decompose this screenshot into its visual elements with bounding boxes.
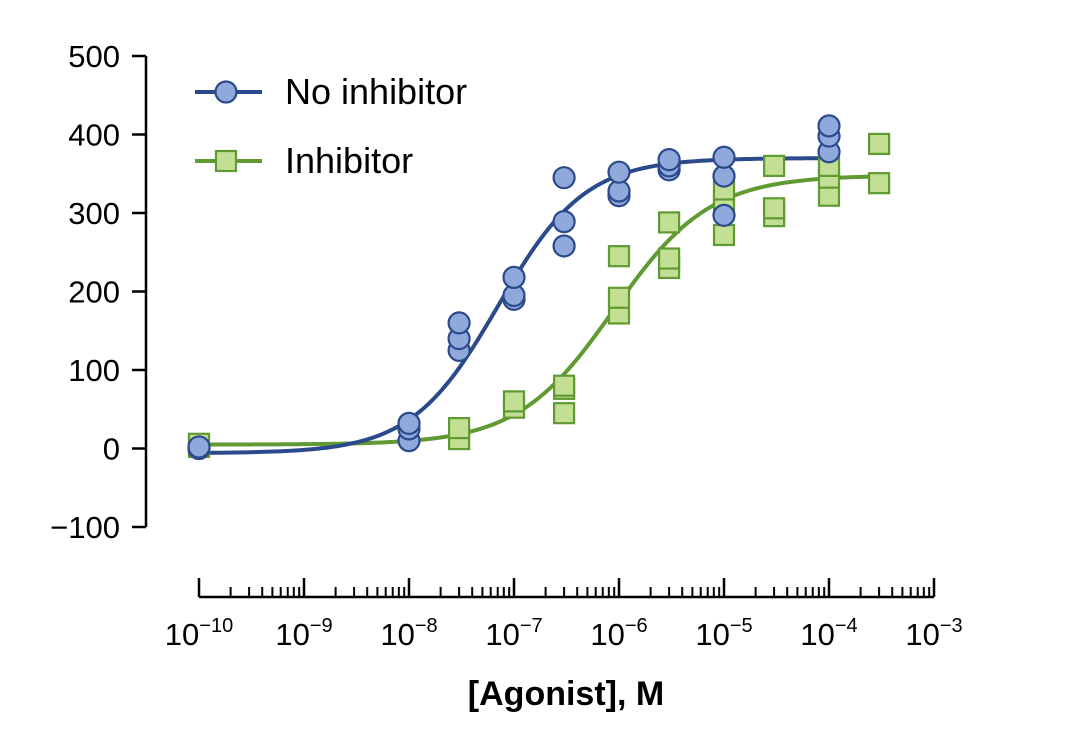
data-point-inhibitor xyxy=(867,132,891,156)
x-ticks: 10−10 10−9 10−8 10−7 10−6 10−5 10−4 10−3 xyxy=(165,578,963,652)
x-tick-label: 10−7 xyxy=(485,615,542,652)
data-point-inhibitor xyxy=(867,172,891,195)
data-point-no-inhibitor xyxy=(712,145,736,169)
y-tick-label: 0 xyxy=(103,432,120,467)
data-point-no-inhibitor xyxy=(502,265,526,289)
data-point-inhibitor xyxy=(762,197,786,220)
y-tick-label: 200 xyxy=(68,275,120,310)
data-point-no-inhibitor xyxy=(187,435,211,459)
data-point-inhibitor xyxy=(552,374,576,397)
data-point-no-inhibitor xyxy=(607,160,631,184)
y-ticks: −100 0 100 200 300 400 500 xyxy=(50,39,146,545)
data-point-inhibitor xyxy=(607,245,631,268)
data-points xyxy=(187,114,891,461)
legend: No inhibitor Inhibitor xyxy=(195,71,467,181)
legend-label-no-inhibitor: No inhibitor xyxy=(285,71,467,112)
data-point-no-inhibitor xyxy=(552,210,576,234)
legend-marker-circle xyxy=(214,80,238,104)
data-point-inhibitor xyxy=(607,286,631,309)
y-tick-label: 300 xyxy=(68,196,120,231)
x-tick-label: 10−8 xyxy=(380,615,437,652)
data-point-no-inhibitor xyxy=(712,203,736,227)
data-point-inhibitor xyxy=(657,211,681,234)
data-point-no-inhibitor xyxy=(817,114,841,138)
legend-label-inhibitor: Inhibitor xyxy=(285,140,413,181)
x-axis-title: [Agonist], M xyxy=(468,675,664,713)
y-tick-label: −100 xyxy=(50,510,120,545)
data-point-inhibitor xyxy=(502,390,526,413)
x-tick-label: 10−6 xyxy=(590,615,647,652)
y-tick-label: 100 xyxy=(68,353,120,388)
data-point-no-inhibitor xyxy=(552,166,576,190)
y-axis: −100 0 100 200 300 400 500 xyxy=(50,39,148,545)
x-tick-label: 10−10 xyxy=(165,615,233,652)
y-tick-label: 500 xyxy=(68,39,120,74)
y-tick-label: 400 xyxy=(68,118,120,153)
data-point-no-inhibitor xyxy=(657,148,681,172)
x-tick-label: 10−3 xyxy=(905,615,962,652)
legend-item-inhibitor: Inhibitor xyxy=(195,140,413,181)
fit-curve-inhibitor xyxy=(198,174,880,447)
data-point-inhibitor xyxy=(762,154,786,177)
x-tick-label: 10−9 xyxy=(275,615,332,652)
data-point-inhibitor xyxy=(552,402,576,425)
x-tick-label: 10−4 xyxy=(800,615,857,652)
data-point-no-inhibitor xyxy=(447,311,471,335)
data-point-inhibitor xyxy=(657,247,681,270)
data-point-inhibitor xyxy=(447,416,471,440)
x-tick-label: 10−5 xyxy=(695,615,752,652)
legend-marker-square xyxy=(214,149,238,173)
x-axis: 10−10 10−9 10−8 10−7 10−6 10−5 10−4 10−3 [Agoni… xyxy=(165,578,963,713)
data-point-no-inhibitor xyxy=(552,234,576,258)
legend-item-no-inhibitor: No inhibitor xyxy=(195,71,467,112)
data-point-inhibitor xyxy=(712,223,736,247)
data-point-no-inhibitor xyxy=(397,411,421,435)
